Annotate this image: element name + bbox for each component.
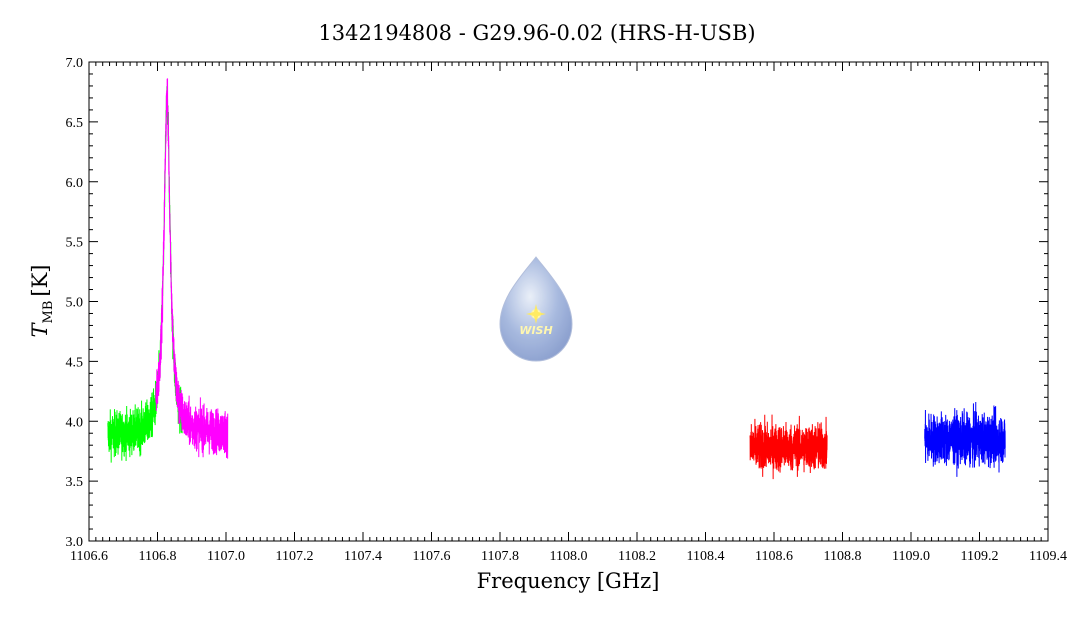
x-tick-label: 1108.4 <box>687 549 725 564</box>
y-tick-label: 5.0 <box>66 296 84 311</box>
spectrum-series-1 <box>155 78 229 459</box>
y-tick-label: 6.5 <box>66 116 84 131</box>
series-layer <box>107 78 1006 480</box>
x-tick-label: 1107.4 <box>344 549 382 564</box>
x-tick-label: 1106.6 <box>70 549 108 564</box>
y-tick-label: 3.0 <box>66 535 84 550</box>
y-tick-label: 5.5 <box>66 236 84 251</box>
x-tick-label: 1109.0 <box>892 549 930 564</box>
logo-text: WISH <box>519 324 552 337</box>
x-tick-label: 1108.6 <box>755 549 793 564</box>
y-tick-label: 4.0 <box>66 415 84 430</box>
y-axis-label-sub: MB <box>41 301 56 324</box>
y-tick-label: 6.0 <box>66 176 84 191</box>
spectrum-series-3 <box>924 401 1006 477</box>
y-tick-label: 7.0 <box>66 56 84 71</box>
x-tick-label: 1107.6 <box>413 549 451 564</box>
wish-logo: WISH <box>499 256 573 362</box>
spectrum-series-0 <box>107 86 184 463</box>
spectrum-series-2 <box>749 414 828 480</box>
ticks-layer: 1106.6 1106.8 1107.0 1107.2 1107.4 1107.6 1107… <box>66 56 1067 564</box>
x-tick-label: 1108.8 <box>824 549 862 564</box>
plot-frame <box>88 61 1049 542</box>
y-tick-label: 4.5 <box>66 355 84 370</box>
x-tick-label: 1106.8 <box>139 549 177 564</box>
x-tick-label: 1108.2 <box>618 549 656 564</box>
y-axis-label-unit: [K] <box>28 265 52 297</box>
y-axis-label: TMB [K] <box>28 265 56 338</box>
y-tick-label: 3.5 <box>66 475 84 490</box>
chart-title: 1342194808 - G29.96-0.02 (HRS-H-USB) <box>318 21 755 45</box>
x-axis-label: Frequency [GHz] <box>477 569 660 593</box>
x-tick-label: 1107.8 <box>481 549 519 564</box>
x-tick-label: 1107.2 <box>276 549 314 564</box>
x-tick-label: 1108.0 <box>550 549 588 564</box>
y-axis-label-main: T <box>28 321 52 337</box>
x-tick-label: 1107.0 <box>207 549 245 564</box>
x-tick-label: 1109.2 <box>961 549 999 564</box>
x-tick-label: 1109.4 <box>1029 549 1067 564</box>
